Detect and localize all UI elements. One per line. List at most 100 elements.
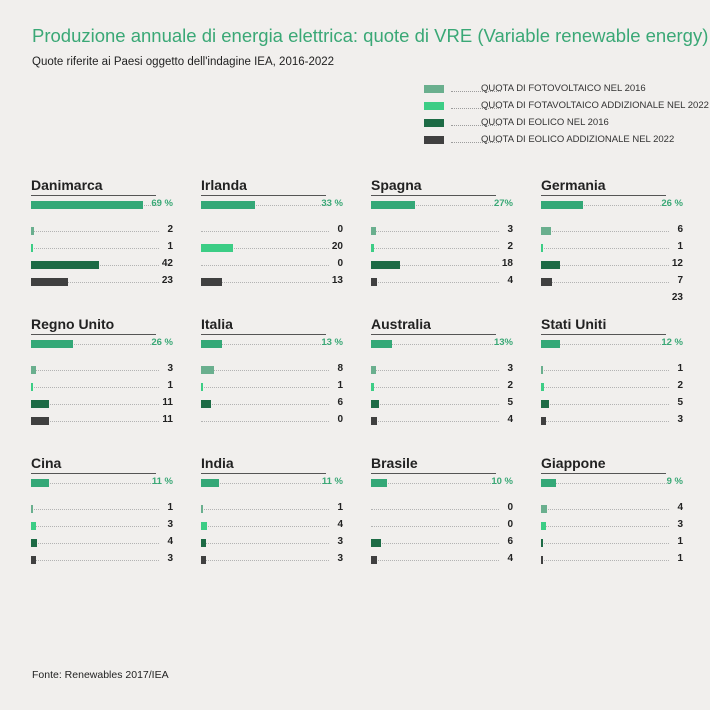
wind2016-bar <box>201 539 206 547</box>
leader-dots <box>371 248 499 249</box>
value-label: 3 <box>677 519 683 530</box>
wind2016-bar <box>371 261 401 269</box>
value-label: 1 <box>167 241 173 252</box>
country-name: Brasile <box>371 455 418 471</box>
leader-dots <box>31 526 159 527</box>
legend-entry: QUOTA DI FOTOVOLTAICO NEL 2016 <box>424 82 694 99</box>
value-label: 3 <box>337 553 343 564</box>
legend-leader <box>451 91 501 92</box>
country-rule <box>31 195 156 196</box>
series-row: 1 <box>541 536 683 549</box>
value-label: 4 <box>507 275 513 286</box>
value-label: 6 <box>337 397 343 408</box>
extra-value-label: 23 <box>671 292 683 303</box>
country-rule <box>31 334 156 335</box>
legend-entry: QUOTA DI FOTAVOLTAICO ADDIZIONALE NEL 20… <box>424 99 709 116</box>
leader-dots <box>541 370 669 371</box>
pv_add-bar <box>541 522 546 530</box>
pv2016-bar <box>541 227 551 235</box>
leader-dots <box>31 370 159 371</box>
leader-dots <box>201 282 329 283</box>
leader-dots <box>31 509 159 510</box>
pv_add-bar <box>31 383 33 391</box>
leader-dots <box>371 509 499 510</box>
total-row: 69 % <box>31 198 173 211</box>
total-bar <box>31 479 49 487</box>
value-label: 4 <box>337 519 343 530</box>
series-row: 2 <box>371 241 513 254</box>
value-label: 2 <box>507 380 513 391</box>
series-row: 3 <box>31 363 173 376</box>
chart-title: Produzione annuale di energia elettrica:… <box>32 25 709 46</box>
value-label: 4 <box>507 414 513 425</box>
leader-dots <box>371 265 499 266</box>
legend-swatch <box>424 85 444 93</box>
total-bar <box>201 201 255 209</box>
leader-dots <box>541 509 669 510</box>
series-row: 13 <box>201 275 343 288</box>
leader-dots <box>201 404 329 405</box>
total-row: 10 % <box>371 476 513 489</box>
wind2016-bar <box>371 539 381 547</box>
wind_add-bar <box>31 556 36 564</box>
legend-leader <box>451 108 501 109</box>
country-rule <box>541 473 666 474</box>
country-panel: Spagna 27% 3 2 18 4 <box>371 177 526 307</box>
country-panel: Germania 26 % 6 1 12 7 23 <box>541 177 696 307</box>
legend-label: QUOTA DI FOTAVOLTAICO ADDIZIONALE NEL 20… <box>481 100 709 111</box>
total-label: 11 % <box>321 476 343 487</box>
value-label: 20 <box>331 241 343 252</box>
value-label: 3 <box>507 224 513 235</box>
series-row: 0 <box>371 519 513 532</box>
total-row: 11 % <box>201 476 343 489</box>
total-label: 11 % <box>151 476 173 487</box>
country-panel: India 11 % 1 4 3 3 <box>201 455 356 585</box>
country-rule <box>201 195 326 196</box>
value-label: 1 <box>677 536 683 547</box>
wind_add-bar <box>31 278 69 286</box>
total-label: 10 % <box>491 476 513 487</box>
leader-dots <box>541 483 669 484</box>
pv_add-bar <box>541 383 545 391</box>
series-row: 4 <box>371 414 513 427</box>
value-label: 6 <box>507 536 513 547</box>
leader-dots <box>201 543 329 544</box>
leader-dots <box>371 370 499 371</box>
country-name: Germania <box>541 177 606 193</box>
country-name: Danimarca <box>31 177 103 193</box>
series-row: 0 <box>371 502 513 515</box>
pv_add-bar <box>31 244 33 252</box>
total-row: 33 % <box>201 198 343 211</box>
series-row: 3 <box>31 553 173 566</box>
leader-dots <box>541 404 669 405</box>
total-label: 13 % <box>321 337 343 348</box>
wind_add-bar <box>371 417 378 425</box>
pv2016-bar <box>31 505 33 513</box>
leader-dots <box>31 421 159 422</box>
wind2016-bar <box>541 539 543 547</box>
country-panel: Brasile 10 % 0 0 6 4 <box>371 455 526 585</box>
series-row: 5 <box>541 397 683 410</box>
total-bar <box>541 201 584 209</box>
series-row: 6 <box>371 536 513 549</box>
leader-dots <box>201 231 329 232</box>
country-rule <box>541 334 666 335</box>
value-label: 13 <box>331 275 343 286</box>
leader-dots <box>371 205 499 206</box>
series-row: 20 <box>201 241 343 254</box>
total-label: 12 % <box>661 337 683 348</box>
country-rule <box>201 334 326 335</box>
pv2016-bar <box>371 227 376 235</box>
leader-dots <box>201 248 329 249</box>
series-row: 5 <box>371 397 513 410</box>
total-label: 26 % <box>151 337 173 348</box>
leader-dots <box>371 560 499 561</box>
value-label: 4 <box>167 536 173 547</box>
pv2016-bar <box>201 505 203 513</box>
wind2016-bar <box>541 400 550 408</box>
legend-label: QUOTA DI EOLICO NEL 2016 <box>481 117 609 128</box>
total-bar <box>31 340 74 348</box>
value-label: 1 <box>337 380 343 391</box>
leader-dots <box>371 483 499 484</box>
country-name: Italia <box>201 316 233 332</box>
